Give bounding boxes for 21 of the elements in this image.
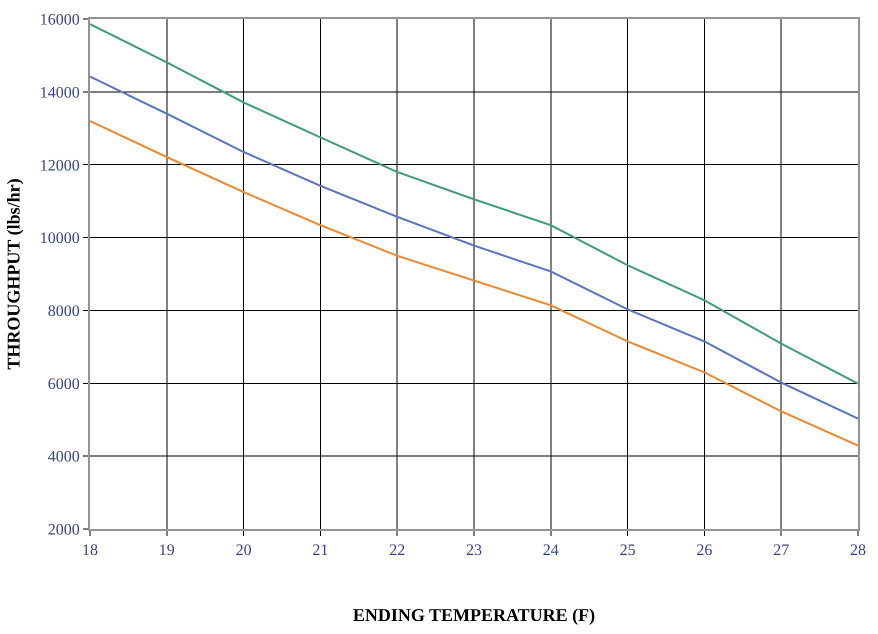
x-tick-label: 22 [389, 542, 406, 560]
y-tick-label: 2000 [48, 522, 80, 539]
x-tick-label: 26 [696, 542, 712, 560]
x-tick-label: 27 [773, 542, 790, 560]
x-tick-label: 24 [542, 542, 559, 560]
x-tick-label: 25 [620, 542, 636, 560]
x-tick-label: 20 [236, 542, 252, 560]
y-axis-title: THROUGHPUT (lbs/hr) [4, 178, 24, 370]
x-axis-title: ENDING TEMPERATURE (F) [352, 604, 596, 625]
y-tick-label: 14000 [40, 84, 80, 102]
y-tick-label: 8000 [48, 303, 80, 320]
y-tick-label: 10000 [40, 230, 80, 248]
x-tick-label: 18 [82, 542, 98, 560]
x-tick-label: 21 [312, 542, 328, 560]
y-tick-label: 6000 [48, 376, 80, 393]
x-tick-label: 23 [466, 542, 482, 560]
y-tick-label: 12000 [40, 157, 80, 174]
x-tick-label: 19 [158, 542, 175, 560]
y-tick-label: 16000 [40, 12, 80, 29]
y-tick-label: 4000 [48, 448, 80, 466]
x-tick-label: 28 [850, 542, 866, 560]
